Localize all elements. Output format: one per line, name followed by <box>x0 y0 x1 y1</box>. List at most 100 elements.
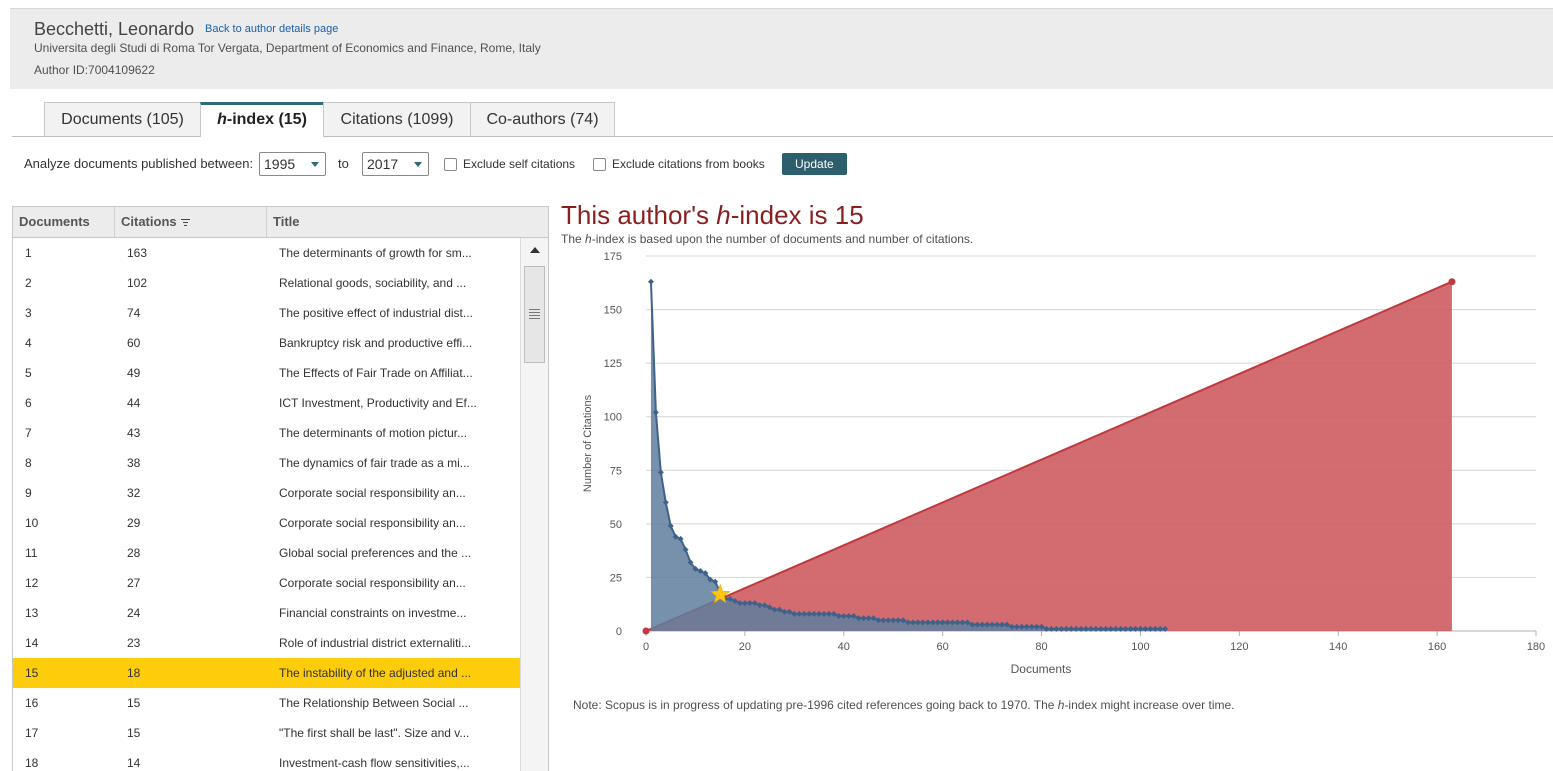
citation-point <box>934 619 941 626</box>
citation-point <box>756 602 763 609</box>
citation-point <box>1053 625 1060 632</box>
row-title[interactable]: Corporate social responsibility an... <box>279 576 466 590</box>
table-row[interactable]: 10 29 Corporate social responsibility an..… <box>13 508 520 538</box>
from-year-value: 1995 <box>264 156 296 172</box>
y-tick-label: 0 <box>616 626 622 638</box>
row-title[interactable]: The Effects of Fair Trade on Affiliat... <box>279 366 473 380</box>
table-row[interactable]: 13 24 Financial constraints on investme... <box>13 598 520 628</box>
citation-point <box>919 619 926 626</box>
table-row[interactable]: 8 38 The dynamics of fair trade as a mi... <box>13 448 520 478</box>
back-to-author-link[interactable]: Back to author details page <box>205 23 339 35</box>
exclude-books-checkbox[interactable] <box>593 158 606 171</box>
table-row[interactable]: 1 163 The determinants of growth for sm... <box>13 238 520 268</box>
row-title[interactable]: Corporate social responsibility an... <box>279 486 466 500</box>
table-row[interactable]: 12 27 Corporate social responsibility an..… <box>13 568 520 598</box>
row-document-number: 2 <box>25 276 32 290</box>
citation-point <box>880 617 887 624</box>
citation-point <box>1092 625 1099 632</box>
row-title[interactable]: The positive effect of industrial dist..… <box>279 306 473 320</box>
update-graph-button[interactable]: Update Graph <box>782 153 847 193</box>
citation-point <box>1083 625 1090 632</box>
citation-point <box>954 619 961 626</box>
table-row[interactable]: 9 32 Corporate social responsibility an... <box>13 478 520 508</box>
row-title[interactable]: Bankruptcy risk and productive effi... <box>279 336 473 350</box>
header-title[interactable]: Title <box>273 214 300 229</box>
to-year-select[interactable]: 2017 <box>362 152 429 176</box>
row-title[interactable]: Global social preferences and the ... <box>279 546 472 560</box>
citation-point <box>875 617 882 624</box>
row-title[interactable]: Investment-cash flow sensitivities,... <box>279 756 470 770</box>
row-title[interactable]: The determinants of growth for sm... <box>279 246 472 260</box>
table-row[interactable]: 18 14 Investment-cash flow sensitivities,.… <box>13 748 520 771</box>
citation-point <box>1102 625 1109 632</box>
description-emph: h <box>585 232 592 246</box>
table-row[interactable]: 11 28 Global social preferences and the ..… <box>13 538 520 568</box>
citation-point <box>1018 623 1025 630</box>
row-title[interactable]: The Relationship Between Social ... <box>279 696 469 710</box>
h-index-chart: 0 25 50 75 100 125 150 175 0 20 40 60 80 100 120 140 160… <box>582 251 1545 676</box>
table-row[interactable]: 16 15 The Relationship Between Social ... <box>13 688 520 718</box>
row-document-number: 15 <box>25 666 39 680</box>
citation-point <box>984 621 991 628</box>
scroll-thumb[interactable] <box>524 266 545 363</box>
header-citations[interactable]: Citations <box>115 207 267 237</box>
table-scrollbar[interactable] <box>520 238 548 771</box>
citation-point <box>1157 625 1164 632</box>
table-row[interactable]: 17 15 "The first shall be last". Size and … <box>13 718 520 748</box>
citation-point <box>1122 625 1129 632</box>
row-document-number: 7 <box>25 426 32 440</box>
analyze-label: Analyze documents published between: <box>24 156 254 171</box>
row-citations: 43 <box>127 426 141 440</box>
citation-point <box>1038 623 1045 630</box>
y-tick-label: 100 <box>604 412 622 424</box>
row-title[interactable]: The instability of the adjusted and ... <box>279 666 472 680</box>
row-title[interactable]: Financial constraints on investme... <box>279 606 467 620</box>
citation-point <box>682 546 689 553</box>
citation-point <box>687 559 694 566</box>
exclude-books-label: Exclude citations from books <box>612 157 765 171</box>
citation-point <box>1058 625 1065 632</box>
h-index-start-point <box>642 627 650 635</box>
citation-point <box>786 608 793 615</box>
table-row[interactable]: 4 60 Bankruptcy risk and productive effi..… <box>13 328 520 358</box>
citation-point <box>1097 625 1104 632</box>
table-row[interactable]: 7 43 The determinants of motion pictur... <box>13 418 520 448</box>
tab-citations[interactable]: Citations (1099) <box>323 102 471 136</box>
citation-point <box>835 613 842 619</box>
author-name: Becchetti, Leonardo <box>34 19 195 39</box>
scroll-up-arrow-icon[interactable] <box>530 247 540 253</box>
h-index-end-point <box>1448 278 1456 286</box>
table-row[interactable]: 2 102 Relational goods, sociability, and .… <box>13 268 520 298</box>
table-row[interactable]: 6 44 ICT Investment, Productivity and Ef..… <box>13 388 520 418</box>
header-documents[interactable]: Documents <box>13 207 115 237</box>
citation-point <box>974 621 981 628</box>
table-row[interactable]: 15 18 The instability of the adjusted and … <box>13 658 520 688</box>
tab-h-index[interactable]: h-index (15) <box>200 102 324 137</box>
citation-point <box>999 621 1005 628</box>
tab-documents[interactable]: Documents (105) <box>44 102 201 136</box>
citation-point <box>959 619 966 626</box>
row-title[interactable]: ICT Investment, Productivity and Ef... <box>279 396 477 410</box>
from-year-select[interactable]: 1995 <box>259 152 326 176</box>
row-title[interactable]: The determinants of motion pictur... <box>279 426 468 440</box>
table-row[interactable]: 5 49 The Effects of Fair Trade on Affiliat… <box>13 358 520 388</box>
row-title[interactable]: Corporate social responsibility an... <box>279 516 466 530</box>
row-document-number: 12 <box>25 576 39 590</box>
row-title[interactable]: Relational goods, sociability, and ... <box>279 276 467 290</box>
exclude-self-citations-checkbox[interactable] <box>444 158 457 171</box>
citation-point <box>707 576 714 583</box>
table-row[interactable]: 3 74 The positive effect of industrial dis… <box>13 298 520 328</box>
citation-point <box>736 600 743 607</box>
row-citations: 14 <box>127 756 141 770</box>
row-title[interactable]: The dynamics of fair trade as a mi... <box>279 456 470 470</box>
citation-point <box>1043 625 1050 632</box>
row-title[interactable]: Role of industrial district externaliti.… <box>279 636 472 650</box>
table-row[interactable]: 14 23 Role of industrial district external… <box>13 628 520 658</box>
tab-h-index-label: -index (15) <box>226 111 307 128</box>
row-document-number: 16 <box>25 696 39 710</box>
y-tick-label: 125 <box>604 358 622 370</box>
chevron-down-icon <box>311 162 319 167</box>
tab-co-authors[interactable]: Co-authors (74) <box>470 102 615 136</box>
citation-point <box>855 615 862 622</box>
row-title[interactable]: "The first shall be last". Size and v... <box>279 726 470 740</box>
